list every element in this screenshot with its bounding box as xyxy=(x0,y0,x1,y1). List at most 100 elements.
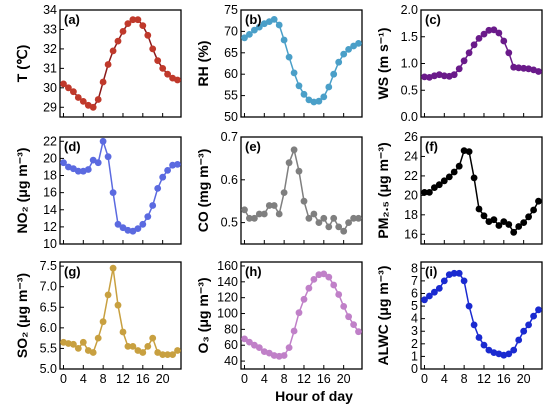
data-point xyxy=(280,36,288,44)
data-point xyxy=(350,321,357,328)
data-point xyxy=(119,328,127,336)
panel-d: 10 12 14 16 18 20 22 (d) NO₂ (μg m⁻³) xyxy=(14,134,182,251)
data-point xyxy=(60,80,67,88)
y-tick-label: 7.0 xyxy=(40,280,57,294)
data-point xyxy=(246,214,253,222)
y-tick-label: 22 xyxy=(43,134,57,148)
x-tick-label: 16 xyxy=(317,372,331,386)
panel-label: (b) xyxy=(245,12,262,27)
x-tick-label: 0 xyxy=(60,372,67,386)
data-point xyxy=(255,23,263,31)
data-point xyxy=(470,41,478,49)
data-point xyxy=(431,184,438,192)
panel-label: (e) xyxy=(245,139,261,154)
data-point xyxy=(355,328,362,336)
data-point xyxy=(89,156,97,164)
data-point xyxy=(300,90,308,98)
y-tick-label: 33 xyxy=(43,22,57,36)
data-point xyxy=(340,303,348,310)
data-point xyxy=(330,214,338,222)
y-tick-label: 0.7 xyxy=(221,130,238,144)
plot-frame xyxy=(420,261,543,370)
y-tick-label: 1.0 xyxy=(401,57,418,71)
data-point xyxy=(330,281,338,289)
data-point xyxy=(295,82,303,90)
data-point xyxy=(159,65,167,72)
x-tick-label: 12 xyxy=(297,372,311,386)
y-tick-label: 22 xyxy=(404,169,418,183)
data-point xyxy=(149,202,157,209)
x-tick-label: 16 xyxy=(136,372,150,386)
y-tick-label: 0.5 xyxy=(221,216,238,230)
y-tick-label: 26 xyxy=(404,130,418,144)
data-point xyxy=(251,26,258,34)
y-axis-title: ALWC (μg m⁻³) xyxy=(375,266,391,366)
data-point xyxy=(129,343,137,350)
plot-frame xyxy=(59,136,182,245)
data-point xyxy=(94,159,102,167)
data-point xyxy=(470,174,478,182)
y-tick-label: 5.5 xyxy=(40,341,57,355)
panel-label: (d) xyxy=(64,139,81,154)
data-point xyxy=(260,210,268,218)
data-point xyxy=(480,212,488,220)
x-tick-label: 20 xyxy=(517,372,531,386)
x-tick-label: 4 xyxy=(80,372,87,386)
y-tick-label: 80 xyxy=(224,322,238,336)
panel-label: (g) xyxy=(64,264,81,279)
data-point xyxy=(114,220,122,228)
y-axis-title: PM₂.₅ (μg m⁻³) xyxy=(375,142,391,238)
y-tick-label: 1 xyxy=(411,349,418,363)
data-point xyxy=(154,57,162,64)
y-axis-title: NO₂ (μg m⁻³) xyxy=(14,148,30,234)
data-point xyxy=(465,302,473,310)
panel-g: 5.0 5.5 6.0 6.5 7.0 7.5 0 4 8 12 16 20 (g) SO₂ (μg m⁻… xyxy=(14,259,182,386)
data-point xyxy=(70,88,77,96)
data-point xyxy=(520,219,528,227)
data-point xyxy=(79,98,87,105)
x-tick-label: 8 xyxy=(461,372,468,386)
data-point xyxy=(535,306,542,314)
x-tick-label: 8 xyxy=(281,372,288,386)
data-point xyxy=(300,197,308,205)
data-point xyxy=(480,341,488,349)
data-point xyxy=(310,98,318,106)
series-line xyxy=(63,138,178,232)
y-tick-label: 2.0 xyxy=(401,3,418,17)
data-point xyxy=(310,210,318,218)
data-point xyxy=(445,173,453,181)
data-point xyxy=(265,202,273,209)
data-point xyxy=(174,347,181,354)
data-point xyxy=(285,159,293,167)
data-point xyxy=(305,214,313,222)
y-tick-label: 0 xyxy=(411,362,418,376)
x-tick-label: 0 xyxy=(241,372,248,386)
x-tick-label: 20 xyxy=(156,372,170,386)
data-point xyxy=(114,37,122,45)
data-point xyxy=(525,213,532,221)
data-point xyxy=(94,96,102,103)
data-point xyxy=(109,264,117,272)
y-tick-label: 1.5 xyxy=(401,30,418,44)
data-point xyxy=(505,350,513,358)
y-tick-label: 60 xyxy=(224,67,238,81)
y-tick-label: 29 xyxy=(43,100,57,114)
data-point xyxy=(241,206,248,214)
data-point xyxy=(159,351,167,358)
data-point xyxy=(139,22,147,29)
data-point xyxy=(325,83,333,91)
y-tick-label: 8 xyxy=(411,261,418,275)
plot-frame xyxy=(240,261,363,370)
data-point xyxy=(325,223,333,231)
data-point xyxy=(355,214,362,222)
data-point xyxy=(164,70,172,78)
y-tick-label: 40 xyxy=(224,354,238,368)
data-point xyxy=(475,35,483,42)
data-point xyxy=(315,219,323,227)
data-point xyxy=(99,78,107,86)
data-point xyxy=(455,269,463,277)
data-point xyxy=(495,222,503,229)
data-point xyxy=(241,34,248,42)
data-point xyxy=(315,97,323,105)
